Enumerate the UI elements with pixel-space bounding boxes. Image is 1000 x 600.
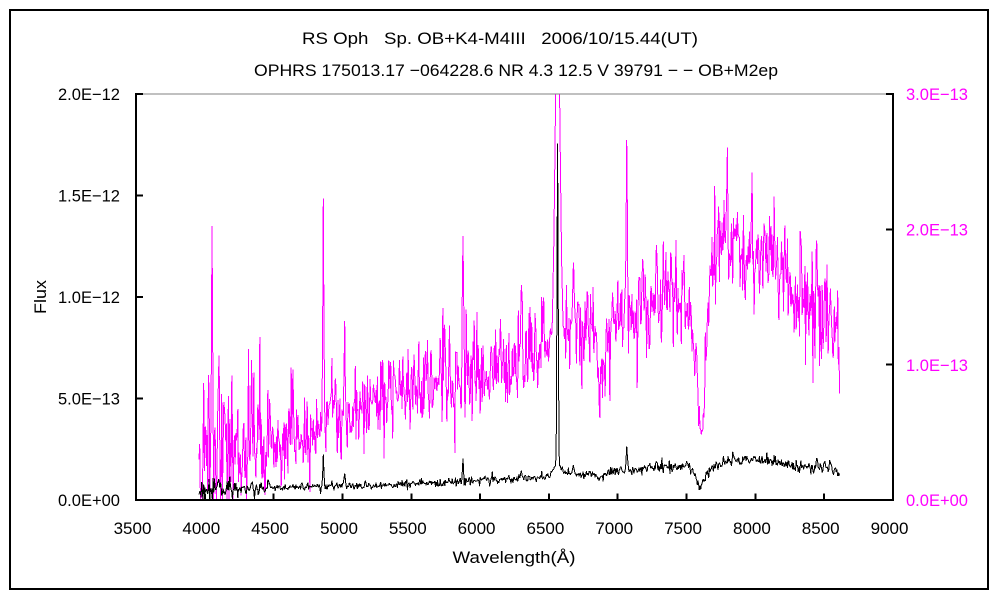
svg-text:6500: 6500 [526, 519, 564, 538]
svg-text:Flux: Flux [31, 279, 50, 314]
svg-text:3500: 3500 [114, 519, 152, 538]
svg-text:2.0E−12: 2.0E−12 [58, 85, 120, 104]
svg-text:1.0E−13: 1.0E−13 [906, 356, 968, 375]
svg-text:4000: 4000 [182, 519, 220, 538]
svg-text:7500: 7500 [664, 519, 702, 538]
svg-text:1.5E−12: 1.5E−12 [58, 187, 120, 206]
svg-text:1.0E−12: 1.0E−12 [58, 288, 120, 307]
svg-text:8000: 8000 [733, 519, 771, 538]
svg-text:5.0E−13: 5.0E−13 [58, 390, 120, 409]
svg-text:9000: 9000 [871, 519, 909, 538]
svg-text:5000: 5000 [320, 519, 358, 538]
svg-text:8500: 8500 [802, 519, 840, 538]
svg-text:2.0E−13: 2.0E−13 [906, 221, 968, 240]
svg-text:5500: 5500 [389, 519, 427, 538]
svg-text:RS Oph Sp. OB+K4-M4III 200: RS Oph Sp. OB+K4-M4III 2006/10/15.44(UT) [302, 29, 698, 48]
svg-text:0.0E+00: 0.0E+00 [906, 491, 968, 510]
svg-text:7000: 7000 [595, 519, 633, 538]
svg-text:0.0E+00: 0.0E+00 [58, 491, 120, 510]
svg-text:4500: 4500 [251, 519, 289, 538]
svg-text:3.0E−13: 3.0E−13 [906, 85, 968, 104]
svg-text:Wavelength(Å): Wavelength(Å) [453, 548, 576, 567]
svg-text:6000: 6000 [458, 519, 496, 538]
svg-text:OPHRS 175013.17 −064228.6 NR 4: OPHRS 175013.17 −064228.6 NR 4.3 12.5 V … [254, 61, 778, 80]
